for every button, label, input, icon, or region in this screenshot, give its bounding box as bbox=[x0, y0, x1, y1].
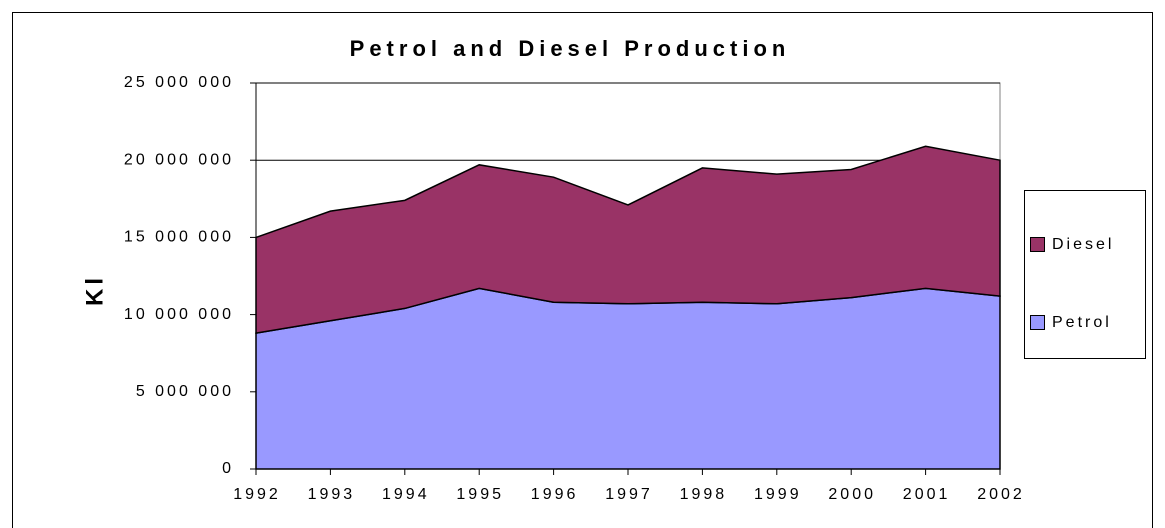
x-tick-label: 2002 bbox=[977, 486, 1025, 503]
x-tick-label: 2000 bbox=[828, 486, 876, 503]
y-tick-label: 20 000 000 bbox=[124, 151, 234, 168]
x-tick-label: 1992 bbox=[233, 486, 281, 503]
y-tick-label: 15 000 000 bbox=[124, 229, 234, 246]
x-tick-label: 1997 bbox=[605, 486, 653, 503]
legend-label: Petrol bbox=[1052, 314, 1112, 331]
x-tick-label: 1995 bbox=[456, 486, 504, 503]
x-tick-label: 1993 bbox=[308, 486, 356, 503]
legend-swatch bbox=[1030, 315, 1045, 330]
chart-title: Petrol and Diesel Production bbox=[350, 36, 791, 61]
y-tick-label: 10 000 000 bbox=[124, 306, 234, 323]
x-tick-label: 1999 bbox=[754, 486, 802, 503]
x-tick-label: 1994 bbox=[382, 486, 430, 503]
legend bbox=[1024, 190, 1146, 359]
legend-swatch bbox=[1030, 237, 1045, 252]
area bbox=[255, 287, 1001, 470]
x-tick-label: 2001 bbox=[903, 486, 951, 503]
area bbox=[255, 145, 1001, 335]
y-axis-label: Kl bbox=[81, 274, 108, 306]
x-tick-label: 1996 bbox=[531, 486, 579, 503]
y-tick-label: 0 bbox=[222, 460, 234, 477]
y-tick-label: 5 000 000 bbox=[136, 383, 234, 400]
legend-label: Diesel bbox=[1052, 236, 1114, 253]
x-tick-label: 1998 bbox=[680, 486, 728, 503]
y-tick-label: 25 000 000 bbox=[124, 74, 234, 91]
